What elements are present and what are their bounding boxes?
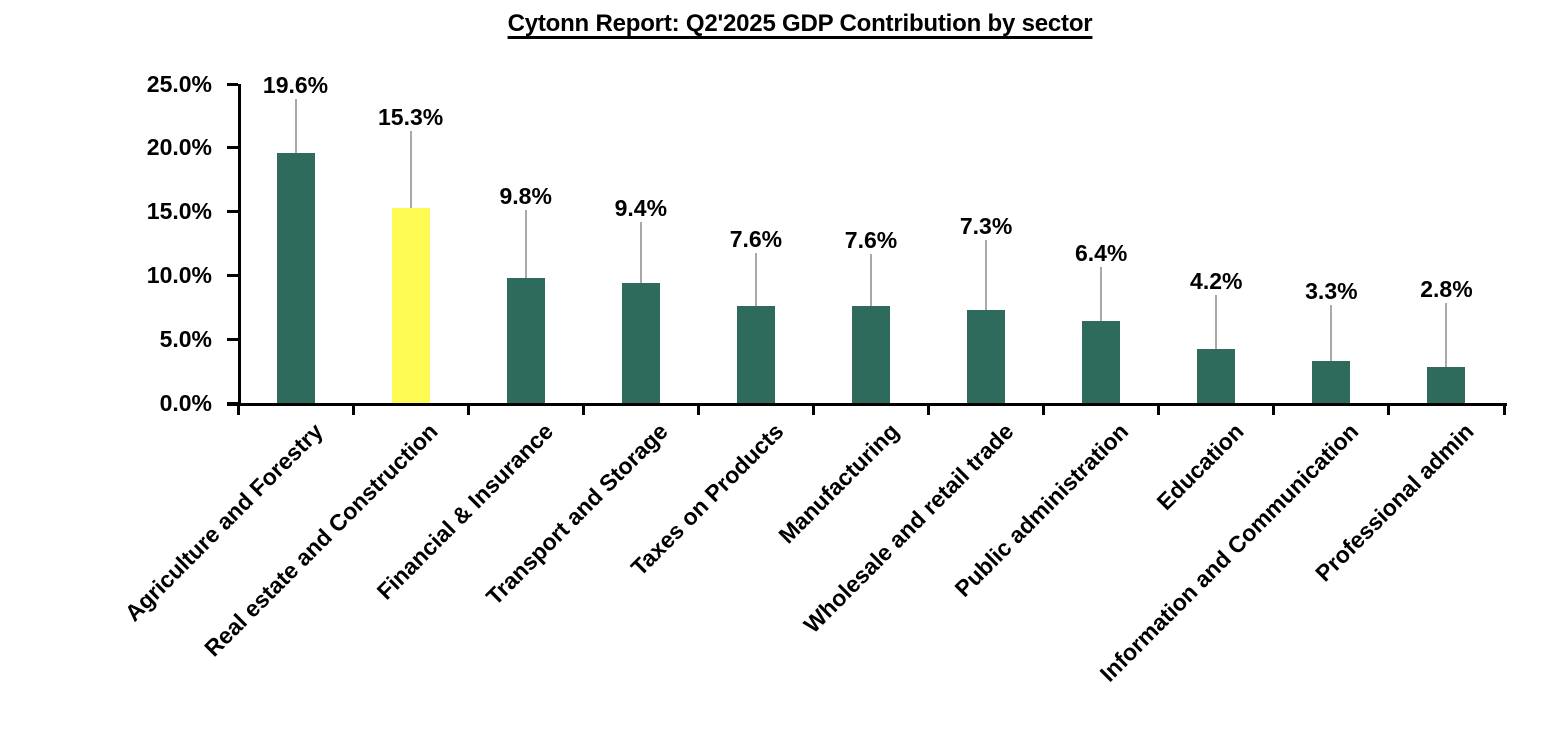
- y-axis-tick-label: 10.0%: [146, 261, 212, 288]
- y-axis-tick-mark: [227, 146, 238, 150]
- x-axis-tick-mark: [811, 406, 815, 415]
- bar-1: [391, 207, 430, 403]
- bar-value-label: 2.8%: [1420, 276, 1473, 303]
- bar-0: [276, 152, 315, 403]
- x-axis-tick-mark: [1387, 406, 1391, 415]
- bar-value-label: 3.3%: [1305, 277, 1358, 304]
- x-axis-tick-mark: [1502, 406, 1506, 415]
- bar-7: [1082, 321, 1121, 403]
- bar-value-label: 4.2%: [1190, 268, 1243, 295]
- y-axis-tick-label: 20.0%: [146, 134, 212, 161]
- y-axis-tick-mark: [227, 273, 238, 277]
- x-axis-category-label: Real estate and Construction: [199, 418, 444, 662]
- data-label-leader-line: [1330, 304, 1333, 361]
- bar-4: [736, 306, 775, 403]
- data-label-leader-line: [1445, 303, 1448, 368]
- bar-value-label: 19.6%: [262, 71, 329, 98]
- x-axis-tick-mark: [236, 406, 240, 415]
- y-axis-tick-mark: [227, 210, 238, 214]
- bar-6: [967, 309, 1006, 403]
- bar-value-label: 7.3%: [959, 212, 1013, 239]
- y-axis-line: [238, 84, 241, 406]
- x-axis-tick-mark: [466, 406, 470, 415]
- bar-value-label: 9.4%: [614, 195, 668, 222]
- x-axis-category-label: Wholesale and retail trade: [798, 418, 1019, 638]
- bar-3: [621, 283, 660, 403]
- y-axis-tick-label: 15.0%: [146, 198, 212, 225]
- data-label-leader-line: [870, 254, 872, 307]
- data-label-leader-line: [1100, 267, 1103, 322]
- x-axis-category-label: Information and Communication: [1095, 418, 1364, 687]
- chart-title: Cytonn Report: Q2'2025 GDP Contribution …: [507, 10, 1093, 37]
- bar-5: [852, 306, 890, 403]
- bar-value-label: 7.6%: [844, 227, 898, 254]
- x-axis-line: [227, 403, 1507, 406]
- y-axis-tick-mark: [227, 401, 238, 405]
- data-label-leader-line: [294, 98, 297, 153]
- x-axis-tick-mark: [581, 406, 585, 415]
- x-axis-tick-mark: [927, 406, 931, 415]
- bar-value-label: 15.3%: [378, 103, 444, 130]
- y-axis-tick-label: 25.0%: [146, 70, 212, 97]
- data-label-leader-line: [409, 130, 412, 208]
- data-label-leader-line: [754, 253, 757, 307]
- data-label-leader-line: [524, 209, 527, 278]
- bar-10: [1427, 367, 1466, 403]
- y-axis-tick-mark: [227, 337, 238, 341]
- x-axis-tick-mark: [696, 406, 700, 415]
- y-axis-tick-label: 0.0%: [159, 389, 212, 416]
- bar-value-label: 7.6%: [729, 226, 783, 253]
- x-axis-category-label: Education: [1151, 418, 1249, 515]
- data-label-leader-line: [985, 239, 988, 310]
- data-label-leader-line: [639, 222, 642, 284]
- bar-9: [1312, 360, 1351, 403]
- x-axis-category-label: Agriculture and Forestry: [119, 418, 328, 627]
- bar-2: [506, 277, 545, 403]
- y-axis-tick-label: 5.0%: [159, 325, 212, 352]
- x-axis-tick-mark: [1272, 406, 1276, 415]
- bar-8: [1197, 349, 1236, 403]
- x-axis-tick-mark: [351, 406, 355, 415]
- x-axis-tick-mark: [1157, 406, 1161, 415]
- x-axis-tick-mark: [1042, 406, 1046, 415]
- y-axis-tick-mark: [227, 82, 238, 86]
- data-label-leader-line: [1215, 295, 1218, 350]
- bar-value-label: 9.8%: [499, 182, 552, 209]
- x-axis-category-label: Manufacturing: [772, 418, 904, 549]
- bar-value-label: 6.4%: [1074, 240, 1128, 267]
